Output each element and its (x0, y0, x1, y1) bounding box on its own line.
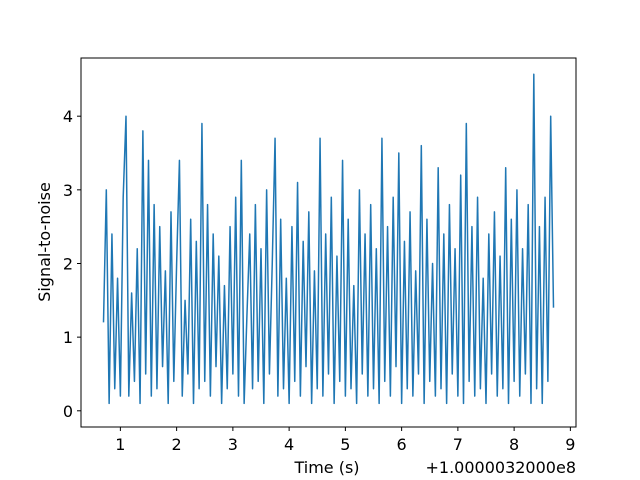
x-tick-label: 1 (115, 435, 125, 454)
x-tick-label: 5 (340, 435, 350, 454)
y-tick-label: 4 (63, 107, 73, 126)
x-tick-label: 9 (565, 435, 575, 454)
x-offset-label: +1.0000032000e8 (426, 458, 577, 477)
plot-frame (80, 57, 577, 428)
y-tick-label: 3 (63, 181, 73, 200)
y-tick-label: 0 (63, 402, 73, 421)
y-axis-label: Signal-to-noise (35, 182, 54, 302)
x-tick-label: 8 (509, 435, 519, 454)
x-axis-label: Time (s) (293, 458, 359, 477)
data-line (102, 73, 555, 405)
y-tick-label: 1 (63, 328, 73, 347)
x-tick-label: 4 (284, 435, 294, 454)
x-tick-label: 2 (172, 435, 182, 454)
x-tick-label: 3 (228, 435, 238, 454)
y-tick-label: 2 (63, 254, 73, 273)
x-tick-label: 6 (397, 435, 407, 454)
x-tick-label: 7 (453, 435, 463, 454)
